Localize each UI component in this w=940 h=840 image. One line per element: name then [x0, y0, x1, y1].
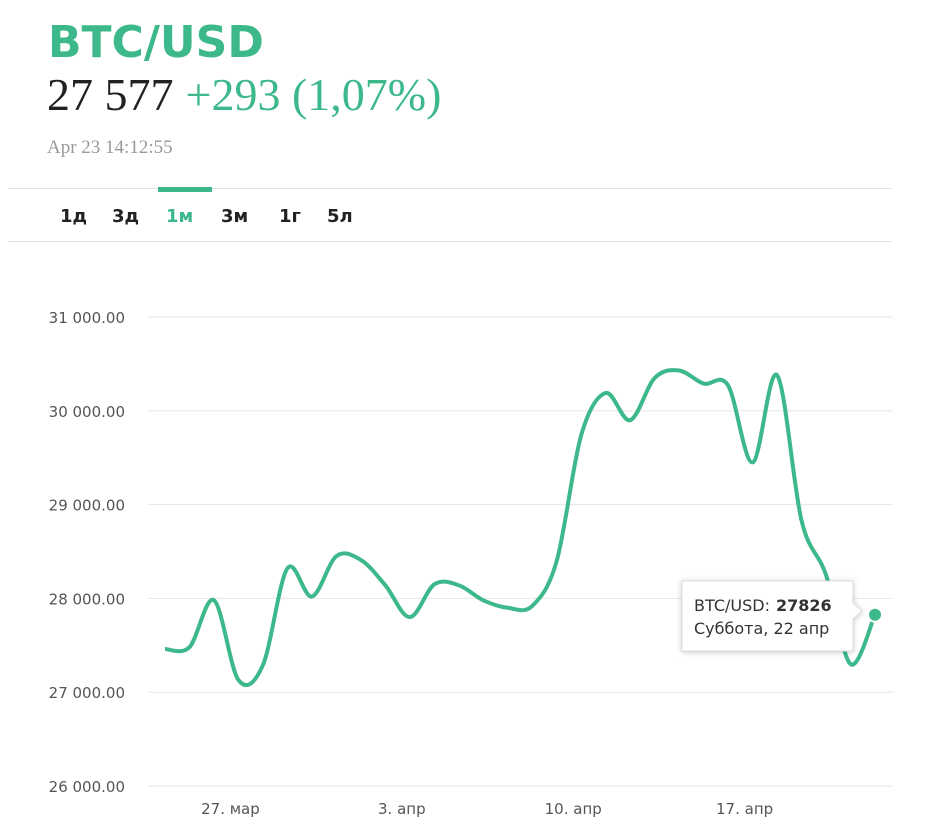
symbol: BTC/USD	[48, 17, 264, 68]
tab-label[interactable]: 1м	[166, 206, 193, 227]
change: +293 (1,07%)	[186, 69, 442, 120]
tooltip: BTC/USD: 27826 Суббота, 22 апр	[681, 580, 863, 652]
tab[interactable]: 1г	[279, 206, 301, 227]
x-tick-label: 3. апр	[378, 800, 426, 818]
x-tick-label: 27. мар	[201, 800, 260, 818]
y-tick-label: 28 000.00	[49, 590, 125, 608]
y-tick-label: 26 000.00	[49, 778, 125, 796]
point	[867, 606, 883, 623]
tab-label[interactable]: 3д	[112, 206, 139, 227]
x-tick-label: 10. апр	[545, 800, 602, 818]
timestamp: Apr 23 14:12:55	[47, 137, 173, 158]
tab-label[interactable]: 1г	[279, 206, 301, 227]
y-tick-label: 31 000.00	[49, 309, 125, 327]
tab[interactable]: 3д	[112, 206, 139, 227]
tab-label[interactable]: 1д	[60, 206, 87, 227]
tab[interactable]: 5л	[327, 206, 353, 227]
price: 27 577	[47, 69, 174, 120]
tab-label[interactable]: 5л	[327, 206, 353, 227]
tab-indicator	[158, 187, 212, 192]
plot: 26 000.00 27 000.00 28 000.00 29 000.00 30 0…	[49, 309, 893, 818]
tab[interactable]: 1м	[158, 187, 212, 227]
tooltip-number: 27826	[776, 596, 832, 615]
y-tick-label: 27 000.00	[49, 684, 125, 702]
tooltip-box	[681, 580, 863, 652]
tooltip-date: Суббота, 22 апр	[694, 619, 829, 638]
y-tick-label: 29 000.00	[49, 497, 125, 515]
tab-label[interactable]: 3м	[221, 206, 248, 227]
tab[interactable]: 1д	[60, 206, 87, 227]
price-line	[164, 368, 877, 687]
tooltip-label: BTC/USD:	[694, 596, 770, 615]
tabs: 1д 3д 1м 3м 1г 5л	[60, 187, 353, 227]
x-tick-label: 17. апр	[716, 800, 773, 818]
tab[interactable]: 3м	[221, 206, 248, 227]
y-tick-label: 30 000.00	[49, 403, 125, 421]
price-line: 27 577 +293 (1,07%)	[47, 69, 441, 120]
tooltip-value: BTC/USD: 27826	[694, 596, 832, 615]
